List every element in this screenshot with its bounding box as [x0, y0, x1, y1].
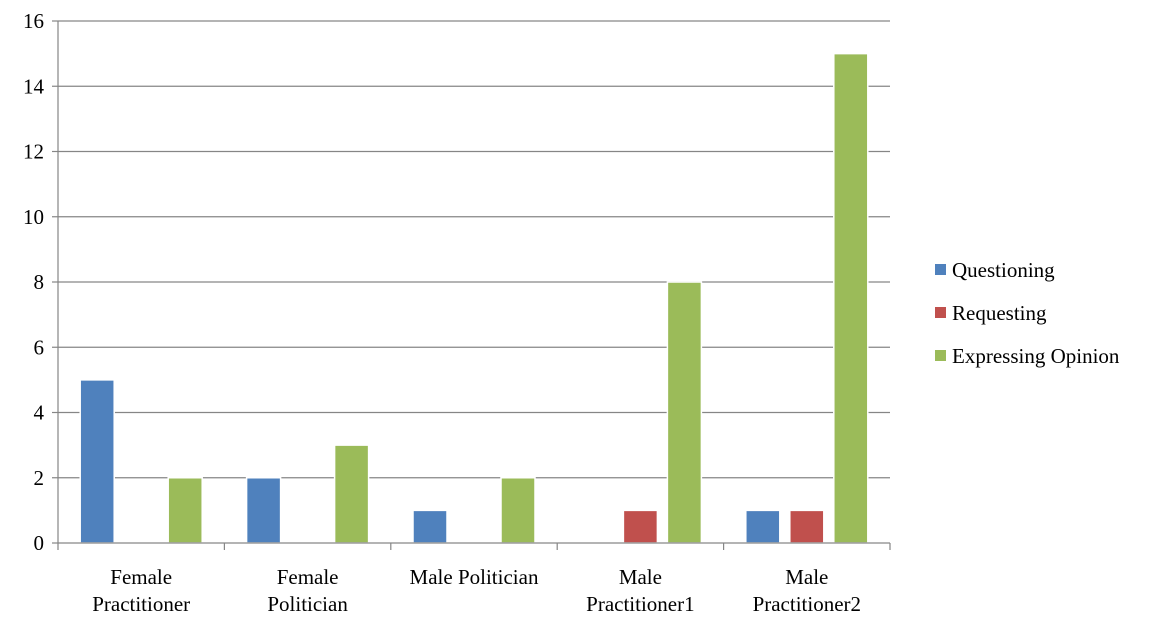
legend: Questioning Requesting Expressing Opinion	[935, 258, 1120, 368]
bar-requesting	[789, 509, 825, 544]
x-category-labels: Female Practitioner Female Politician Male P…	[92, 565, 861, 616]
legend-swatch	[935, 307, 946, 318]
legend-label: Requesting	[952, 301, 1047, 325]
x-category-label: Practitioner	[92, 592, 190, 616]
bar-expressing-opinion	[333, 444, 370, 544]
bar-expressing-opinion	[500, 477, 536, 544]
x-category-label: Male Politician	[410, 565, 539, 589]
x-category-label: Practitioner1	[586, 592, 694, 616]
y-tick-label: 8	[34, 270, 45, 294]
bar-questioning	[745, 509, 781, 544]
bar-questioning	[79, 379, 115, 544]
legend-label: Questioning	[952, 258, 1055, 282]
bar-expressing-opinion	[833, 52, 869, 544]
x-category-label: Practitioner2	[753, 592, 861, 616]
x-category-label: Male	[619, 565, 662, 589]
y-tick-label: 0	[34, 531, 45, 555]
y-tick-label: 10	[23, 205, 44, 229]
legend-label: Expressing Opinion	[952, 344, 1120, 368]
bar-requesting	[622, 509, 659, 544]
bar-questioning	[245, 477, 282, 544]
bar-expressing-opinion	[666, 281, 703, 544]
y-tick-label: 6	[34, 335, 45, 359]
y-tick-label: 2	[34, 466, 45, 490]
gridlines	[58, 20, 890, 479]
y-tick-label: 4	[34, 401, 45, 425]
x-category-label: Female	[277, 565, 339, 589]
legend-swatch	[935, 350, 946, 361]
bars	[79, 52, 869, 544]
legend-swatch	[935, 264, 946, 275]
y-tick-label: 14	[23, 74, 45, 98]
x-category-label: Politician	[267, 592, 348, 616]
bar-questioning	[412, 509, 448, 544]
axes	[52, 20, 891, 550]
y-tick-labels: 0 2 4 6 8 10 12 14 16	[23, 9, 45, 555]
bar-expressing-opinion	[167, 477, 203, 544]
y-tick-label: 12	[23, 140, 44, 164]
x-category-label: Female	[110, 565, 172, 589]
x-category-label: Male	[785, 565, 828, 589]
y-tick-label: 16	[23, 9, 44, 33]
